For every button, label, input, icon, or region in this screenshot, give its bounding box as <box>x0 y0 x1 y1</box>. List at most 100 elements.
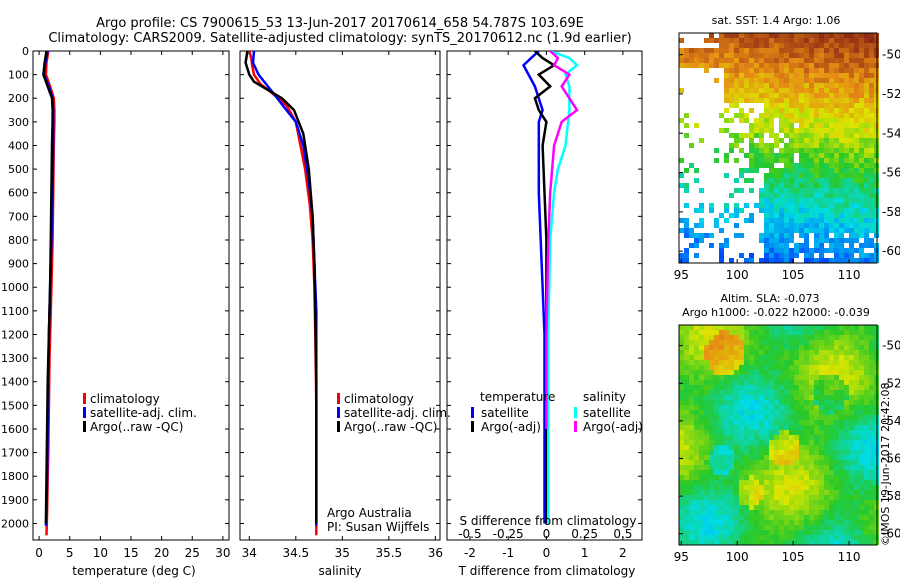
sla-cell <box>809 340 814 345</box>
sst-cell <box>689 53 694 58</box>
sst-cell <box>719 253 724 258</box>
sla-cell <box>694 410 699 415</box>
sla-cell <box>844 465 849 470</box>
sst-cell <box>829 63 834 68</box>
sst-cell <box>784 153 789 158</box>
sla-cell <box>734 380 739 385</box>
sla-cell <box>694 360 699 365</box>
sla-cell <box>729 390 734 395</box>
sla-cell <box>784 500 789 505</box>
sla-cell <box>809 415 814 420</box>
sst-cell <box>854 208 859 213</box>
sst-cell <box>754 158 759 163</box>
sla-cell <box>684 465 689 470</box>
sst-cell <box>754 48 759 53</box>
sla-cell <box>869 395 874 400</box>
sla-cell <box>869 435 874 440</box>
sla-cell <box>834 480 839 485</box>
sla-cell <box>844 470 849 475</box>
sst-cell <box>809 48 814 53</box>
sst-cell <box>784 188 789 193</box>
sst-cell <box>809 223 814 228</box>
sst-cell <box>774 178 779 183</box>
sst-cell <box>779 203 784 208</box>
sst-cell <box>814 43 819 48</box>
sla-cell <box>809 385 814 390</box>
sla-cell <box>809 530 814 535</box>
sla-cell <box>854 345 859 350</box>
sst-cell <box>719 63 724 68</box>
sla-cell <box>684 360 689 365</box>
sla-cell <box>814 495 819 500</box>
sla-cell <box>849 410 854 415</box>
sla-cell <box>719 420 724 425</box>
sla-cell <box>764 460 769 465</box>
sla-cell <box>729 510 734 515</box>
sla-cell <box>689 505 694 510</box>
depth-tick-label: 600 <box>8 187 29 200</box>
sla-cell <box>864 440 869 445</box>
sla-cell <box>774 450 779 455</box>
sst-cell <box>719 243 724 248</box>
sla-cell <box>804 390 809 395</box>
sst-cell <box>854 73 859 78</box>
sst-cell <box>749 33 754 38</box>
sla-cell <box>789 515 794 520</box>
sla-cell <box>689 380 694 385</box>
sla-cell <box>744 445 749 450</box>
sla-cell <box>699 340 704 345</box>
sla-cell <box>694 425 699 430</box>
sla-cell <box>834 335 839 340</box>
sla-cell <box>739 380 744 385</box>
sla-cell <box>709 425 714 430</box>
sla-cell <box>849 425 854 430</box>
sla-cell <box>734 510 739 515</box>
sst-cell <box>679 88 684 93</box>
sst-cell <box>829 33 834 38</box>
sst-cell <box>764 173 769 178</box>
sla-cell <box>809 365 814 370</box>
sla-cell <box>679 410 684 415</box>
sst-cell <box>784 128 789 133</box>
sla-cell <box>739 355 744 360</box>
sst-cell <box>759 188 764 193</box>
sla-cell <box>739 385 744 390</box>
sla-cell <box>714 385 719 390</box>
sst-cell <box>734 48 739 53</box>
sla-cell <box>814 505 819 510</box>
sla-cell <box>759 420 764 425</box>
sla-cell <box>779 470 784 475</box>
sla-cell <box>754 520 759 525</box>
sla-cell <box>754 395 759 400</box>
sst-cell <box>774 53 779 58</box>
sla-cell <box>789 450 794 455</box>
sst-cell <box>784 228 789 233</box>
sla-cell <box>759 510 764 515</box>
sst-cell <box>769 73 774 78</box>
sst-cell <box>814 193 819 198</box>
sst-cell <box>769 78 774 83</box>
sla-cell <box>724 450 729 455</box>
sst-cell <box>839 258 844 263</box>
sst-cell <box>734 188 739 193</box>
sst-cell <box>774 258 779 263</box>
sla-cell <box>839 510 844 515</box>
sst-cell <box>769 133 774 138</box>
sla-cell <box>809 405 814 410</box>
sla-cell <box>759 450 764 455</box>
sst-cell <box>789 148 794 153</box>
sla-cell <box>719 400 724 405</box>
sst-cell <box>749 178 754 183</box>
sst-cell <box>779 198 784 203</box>
sla-cell <box>684 380 689 385</box>
sla-cell <box>844 490 849 495</box>
sst-cell <box>759 193 764 198</box>
sst-cell <box>699 203 704 208</box>
sla-cell <box>709 350 714 355</box>
sla-cell <box>849 505 854 510</box>
sla-cell <box>864 380 869 385</box>
sst-cell <box>809 103 814 108</box>
sst-cell <box>774 238 779 243</box>
sla-cell <box>794 510 799 515</box>
sla-cell <box>794 490 799 495</box>
